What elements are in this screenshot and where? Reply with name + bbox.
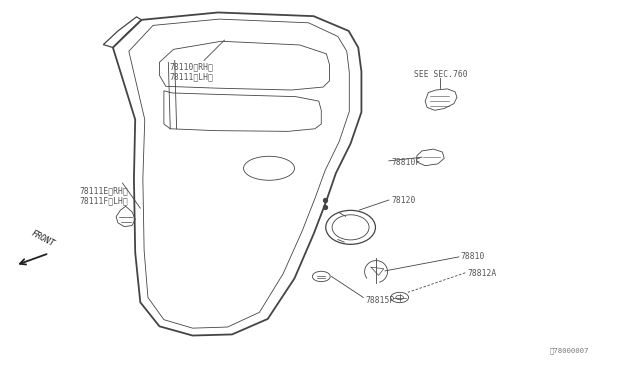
Text: 78812A: 78812A	[468, 269, 497, 278]
Text: 78111E〈RH〉
78111F〈LH〉: 78111E〈RH〉 78111F〈LH〉	[79, 186, 128, 205]
Text: 78120: 78120	[392, 196, 416, 205]
Text: 78810: 78810	[460, 251, 484, 261]
Text: 78810F: 78810F	[392, 157, 420, 167]
Text: ⅸ78000007: ⅸ78000007	[550, 347, 589, 354]
Text: 78110〈RH〉
78111〈LH〉: 78110〈RH〉 78111〈LH〉	[170, 62, 213, 82]
Text: FRONT: FRONT	[29, 229, 56, 248]
Text: 78815P: 78815P	[366, 296, 395, 305]
Text: SEE SEC.760: SEE SEC.760	[414, 70, 468, 79]
